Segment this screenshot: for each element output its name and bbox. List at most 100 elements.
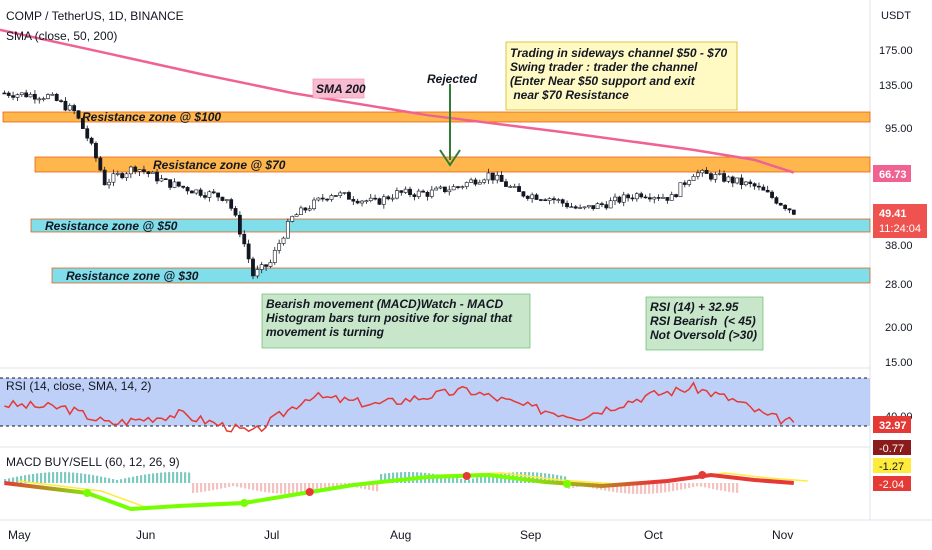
candle[interactable] <box>530 194 535 199</box>
candle[interactable] <box>783 204 788 209</box>
candle[interactable] <box>351 199 356 202</box>
candle[interactable] <box>155 171 159 182</box>
candle[interactable] <box>285 221 290 239</box>
candle[interactable] <box>360 200 364 204</box>
sma200-line[interactable] <box>0 28 795 174</box>
candle[interactable] <box>259 264 264 270</box>
candle[interactable] <box>700 169 705 174</box>
candle[interactable] <box>713 174 718 180</box>
candle[interactable] <box>233 208 238 216</box>
candle[interactable] <box>722 173 726 182</box>
candle[interactable] <box>176 181 181 187</box>
candle[interactable] <box>735 177 740 184</box>
candle[interactable] <box>600 203 604 205</box>
rsi-line[interactable] <box>4 381 795 433</box>
candle[interactable] <box>290 215 295 222</box>
candle[interactable] <box>508 186 513 188</box>
candle[interactable] <box>451 186 456 191</box>
candle[interactable] <box>347 192 351 200</box>
candle[interactable] <box>425 191 430 197</box>
candle[interactable] <box>67 105 72 111</box>
candle[interactable] <box>342 192 347 194</box>
candle[interactable] <box>682 182 687 185</box>
candle[interactable] <box>76 110 81 119</box>
candle[interactable] <box>421 190 425 193</box>
candle[interactable] <box>325 198 330 201</box>
candle[interactable] <box>743 181 748 186</box>
candle[interactable] <box>582 206 587 209</box>
candle[interactable] <box>469 179 473 183</box>
candle[interactable] <box>495 174 500 181</box>
candle[interactable] <box>272 250 277 263</box>
candle[interactable] <box>338 192 343 196</box>
candle[interactable] <box>316 197 321 201</box>
candle[interactable] <box>578 207 583 209</box>
candle[interactable] <box>194 189 199 194</box>
candle[interactable] <box>429 189 434 197</box>
candle[interactable] <box>50 93 55 96</box>
candle[interactable] <box>399 190 404 193</box>
candle[interactable] <box>456 186 460 188</box>
candle[interactable] <box>255 269 260 277</box>
candle[interactable] <box>146 171 151 174</box>
candle[interactable] <box>726 176 731 182</box>
candle[interactable] <box>198 189 203 196</box>
candle[interactable] <box>11 95 15 98</box>
candle[interactable] <box>512 186 517 188</box>
candle[interactable] <box>674 194 678 198</box>
candle[interactable] <box>172 181 177 188</box>
candle[interactable] <box>80 117 85 129</box>
candle[interactable] <box>159 178 164 182</box>
candle[interactable] <box>163 178 168 181</box>
candle[interactable] <box>604 204 609 209</box>
candle[interactable] <box>774 197 779 204</box>
candle[interactable] <box>333 195 338 197</box>
candle[interactable] <box>443 186 447 193</box>
candle[interactable] <box>669 194 674 201</box>
candle[interactable] <box>150 171 155 174</box>
candle[interactable] <box>220 196 225 201</box>
candle[interactable] <box>791 209 796 215</box>
candle[interactable] <box>381 196 386 205</box>
candle[interactable] <box>665 197 670 201</box>
candle[interactable] <box>560 199 565 204</box>
candle[interactable] <box>678 182 683 198</box>
candle[interactable] <box>704 169 709 174</box>
candle[interactable] <box>307 208 312 211</box>
candle[interactable] <box>24 92 29 98</box>
candle[interactable] <box>412 194 417 197</box>
candle[interactable] <box>434 187 439 191</box>
candle[interactable] <box>630 197 635 200</box>
candle[interactable] <box>499 174 504 182</box>
candle[interactable] <box>787 208 792 211</box>
candle[interactable] <box>416 190 421 197</box>
candle[interactable] <box>565 202 569 208</box>
candle[interactable] <box>63 100 68 111</box>
candle[interactable] <box>687 180 692 185</box>
candle[interactable] <box>534 194 539 200</box>
zone-70[interactable] <box>34 156 871 173</box>
candle[interactable] <box>277 243 282 251</box>
candle[interactable] <box>765 189 770 193</box>
candle[interactable] <box>447 189 452 193</box>
candle[interactable] <box>37 98 42 101</box>
candle[interactable] <box>739 177 744 186</box>
candle[interactable] <box>124 173 129 179</box>
candle[interactable] <box>211 191 216 194</box>
candle[interactable] <box>312 199 316 210</box>
candle[interactable] <box>102 169 107 186</box>
candle[interactable] <box>224 199 229 201</box>
candle[interactable] <box>547 198 552 201</box>
candle[interactable] <box>717 173 722 175</box>
candle[interactable] <box>643 196 648 199</box>
candle[interactable] <box>438 186 443 189</box>
candle[interactable] <box>46 94 50 99</box>
candle[interactable] <box>403 188 408 193</box>
candle[interactable] <box>368 197 373 201</box>
candle[interactable] <box>390 197 395 200</box>
candle[interactable] <box>246 243 251 260</box>
candle[interactable] <box>190 190 194 194</box>
candle[interactable] <box>573 206 578 209</box>
candle[interactable] <box>521 191 526 197</box>
